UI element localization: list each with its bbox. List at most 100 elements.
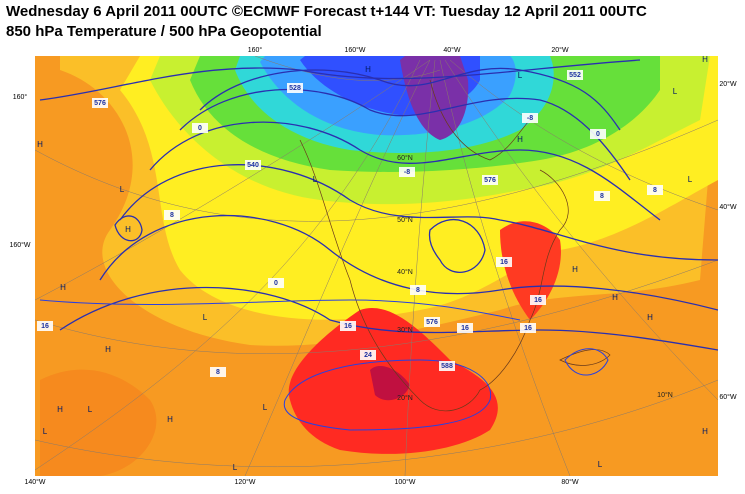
- edge-label: 120°W: [234, 478, 255, 486]
- contour-label-box: [340, 321, 356, 331]
- contour-label-box: [522, 113, 538, 123]
- pressure-center: H: [647, 313, 653, 322]
- contour-label-box: [268, 278, 284, 288]
- latitude-label: 50°N: [397, 216, 413, 224]
- contour-label: 16: [344, 323, 352, 330]
- title: Wednesday 6 April 2011 00UTC ©ECMWF Fore…: [6, 3, 647, 20]
- contour-label: 8: [216, 369, 220, 376]
- pressure-center: L: [688, 175, 693, 184]
- edge-label: 160°: [13, 93, 28, 101]
- pressure-center: H: [612, 293, 618, 302]
- contour-label-box: [457, 323, 473, 333]
- contour-label: 576: [94, 100, 106, 107]
- contour-label-box: [245, 160, 261, 170]
- contour-label-box: [410, 285, 426, 295]
- pressure-center: L: [263, 403, 268, 412]
- contour-label-box: [399, 167, 415, 177]
- contour-label-box: [482, 175, 498, 185]
- contour-label: 8: [600, 193, 604, 200]
- contour-label-box: [424, 317, 440, 327]
- latitude-label: 40°N: [397, 268, 413, 276]
- pressure-center: H: [60, 283, 66, 292]
- contour-label-box: [439, 361, 455, 371]
- contour-label: 552: [569, 72, 581, 79]
- pressure-center: L: [518, 71, 523, 80]
- pressure-center: L: [313, 175, 318, 184]
- pressure-center: L: [203, 313, 208, 322]
- contour-label: -8: [404, 169, 410, 176]
- pressure-center: H: [105, 345, 111, 354]
- edge-label: 40°W: [719, 203, 737, 211]
- edge-label: 160°W: [9, 241, 30, 249]
- pressure-center: L: [120, 185, 125, 194]
- geopotential-contours: [39, 59, 718, 351]
- latitude-label: 20°N: [397, 394, 413, 402]
- contour-label-box: [37, 321, 53, 331]
- contour-label: 16: [524, 325, 532, 332]
- contour-label-box: [520, 323, 536, 333]
- contour-label: 8: [416, 287, 420, 294]
- coastlines: [299, 79, 611, 412]
- subtitle: 850 hPa Temperature / 500 hPa Geopotenti…: [6, 23, 322, 40]
- contour-label: 16: [500, 259, 508, 266]
- pressure-center: H: [57, 405, 63, 414]
- pressure-center: L: [673, 87, 678, 96]
- latitude-label: 60°N: [397, 154, 413, 162]
- pressure-center: H: [702, 427, 708, 436]
- pressure-center: H: [365, 65, 371, 74]
- pressure-center: H: [572, 265, 578, 274]
- contour-label: 8: [170, 212, 174, 219]
- contour-label-box: [210, 367, 226, 377]
- contour-label-box: [647, 185, 663, 195]
- latitude-label: 10°N: [657, 391, 673, 399]
- contour-label-box: [590, 129, 606, 139]
- contour-label-box: [594, 191, 610, 201]
- contour-label: 588: [441, 363, 453, 370]
- pressure-center: H: [37, 140, 43, 149]
- contour-label: 24: [364, 352, 372, 359]
- edge-label: 60°W: [719, 393, 737, 401]
- contour-label-box: [360, 350, 376, 360]
- pressure-center: H: [125, 225, 131, 234]
- edge-label: 20°W: [551, 46, 569, 54]
- contour-label-box: [164, 210, 180, 220]
- contour-label: 16: [461, 325, 469, 332]
- contour-label-box: [92, 98, 108, 108]
- contour-label-box: [496, 257, 512, 267]
- edge-label: 160°: [248, 46, 263, 54]
- edge-label: 40°W: [443, 46, 461, 54]
- contour-label: 16: [534, 297, 542, 304]
- pressure-center: L: [88, 405, 93, 414]
- contour-label: 0: [596, 131, 600, 138]
- contour-label-box: [192, 123, 208, 133]
- temperature-field: [35, 56, 718, 476]
- contour-label-box: [287, 83, 303, 93]
- edge-label: 140°W: [24, 478, 45, 486]
- contour-label: -8: [527, 115, 533, 122]
- contour-label: 0: [274, 280, 278, 287]
- contour-label: 8: [653, 187, 657, 194]
- contour-label: 16: [41, 323, 49, 330]
- temperature-contours: [39, 299, 609, 431]
- edge-label: 160°W: [344, 46, 365, 54]
- latitude-label: 30°N: [397, 326, 413, 334]
- contour-label-box: [567, 70, 583, 80]
- contour-label-box: [530, 295, 546, 305]
- pressure-center: H: [517, 135, 523, 144]
- contour-label: 540: [247, 162, 259, 169]
- pressure-center: L: [233, 463, 238, 472]
- contour-label: 576: [426, 319, 438, 326]
- edge-label: 100°W: [394, 478, 415, 486]
- pressure-center: L: [43, 427, 48, 436]
- contour-label: 0: [198, 125, 202, 132]
- pressure-center: H: [167, 415, 173, 424]
- graticule: [35, 56, 718, 476]
- contour-label: 576: [484, 177, 496, 184]
- pressure-center: L: [598, 460, 603, 469]
- edge-label: 20°W: [719, 80, 737, 88]
- contour-label: 528: [289, 85, 301, 92]
- edge-label: 80°W: [561, 478, 579, 486]
- pressure-center: H: [702, 55, 708, 64]
